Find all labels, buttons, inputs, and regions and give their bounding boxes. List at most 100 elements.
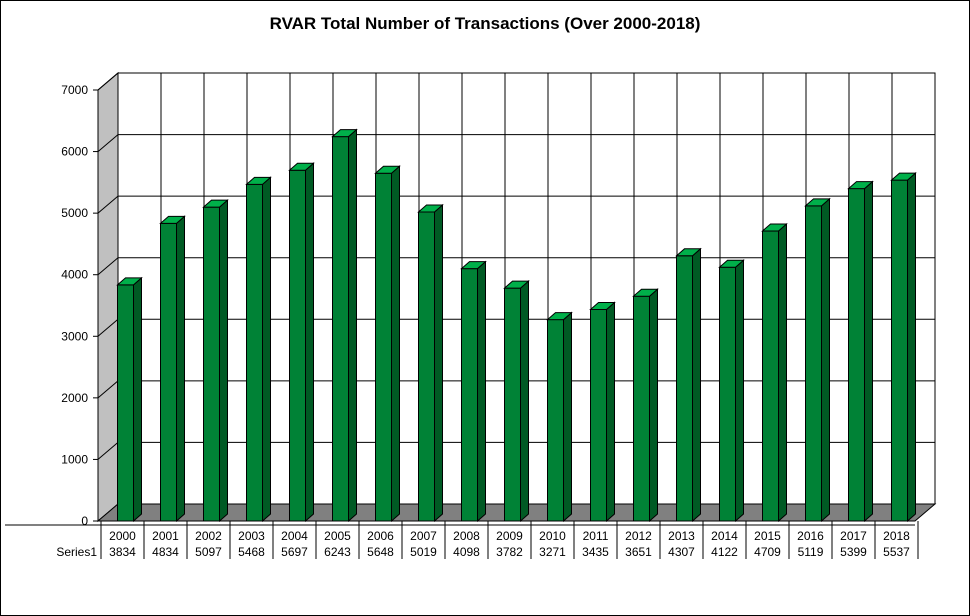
bar-top <box>675 248 702 257</box>
x-category-label: 2000 <box>109 529 136 543</box>
bar-side <box>477 260 486 523</box>
data-value-label: 5697 <box>281 545 308 559</box>
bar-front <box>805 205 822 522</box>
data-value-label: 5399 <box>840 545 867 559</box>
bar-top <box>460 261 487 270</box>
bar-front <box>418 211 435 522</box>
bar-front <box>848 188 865 522</box>
bar-front <box>504 287 521 522</box>
x-category-label: 2007 <box>410 529 437 543</box>
series-name-label: Series1 <box>56 545 97 559</box>
bar <box>202 199 229 523</box>
y-tick-label: 5000 <box>61 206 88 220</box>
bar-top <box>417 204 444 213</box>
x-category-label: 2005 <box>324 529 351 543</box>
data-value-label: 3271 <box>539 545 566 559</box>
bar-front <box>590 309 607 522</box>
bar <box>804 197 831 523</box>
bar-top <box>632 288 659 297</box>
bar-top <box>331 129 358 138</box>
bar-side <box>778 222 787 523</box>
y-tick-label: 1000 <box>61 452 88 466</box>
bar-side <box>735 259 744 523</box>
data-value-label: 4098 <box>453 545 480 559</box>
x-category-label: 2016 <box>797 529 824 543</box>
bar <box>460 260 487 523</box>
bar-top <box>761 223 788 232</box>
x-category-label: 2011 <box>583 529 609 543</box>
data-value-label: 5468 <box>238 545 265 559</box>
bar-front <box>203 206 220 522</box>
bar-top <box>718 259 745 268</box>
bar-front <box>246 183 263 522</box>
x-category-label: 2004 <box>281 529 308 543</box>
x-category-label: 2014 <box>711 529 738 543</box>
y-tick-label: 0 <box>81 514 88 528</box>
data-value-label: 3834 <box>109 545 136 559</box>
bar <box>417 203 444 523</box>
bar <box>589 301 616 523</box>
data-value-label: 3435 <box>582 545 609 559</box>
bar-top <box>804 198 831 207</box>
chart-title: RVAR Total Number of Transactions (Over … <box>269 14 701 33</box>
bar-front <box>633 295 650 522</box>
bar <box>847 180 874 523</box>
bar-front <box>762 230 779 522</box>
x-category-label: 2001 <box>152 529 179 543</box>
gridline-side <box>97 72 119 91</box>
bar-side <box>907 171 916 523</box>
bar-side <box>563 311 572 523</box>
bar-front <box>117 284 134 522</box>
bar-front <box>676 255 693 522</box>
x-category-label: 2009 <box>496 529 523 543</box>
x-category-label: 2006 <box>367 529 394 543</box>
bar-side <box>176 215 185 523</box>
bar-side <box>219 199 228 523</box>
y-tick-label: 6000 <box>61 145 88 159</box>
bar-top <box>288 162 315 171</box>
bar-side <box>649 288 658 523</box>
x-category-label: 2008 <box>453 529 480 543</box>
bar-side <box>606 301 615 523</box>
bar-side <box>305 162 314 523</box>
data-value-label: 4122 <box>711 545 738 559</box>
x-category-label: 2018 <box>883 529 910 543</box>
x-category-label: 2002 <box>195 529 222 543</box>
bar-side <box>391 165 400 523</box>
gridline-side <box>97 318 119 337</box>
y-tick-label: 7000 <box>61 83 88 97</box>
bar-top <box>116 277 143 286</box>
gridline-side <box>97 380 119 399</box>
bar-side <box>434 203 443 523</box>
bar-top <box>374 165 401 174</box>
data-value-label: 5537 <box>883 545 910 559</box>
bar <box>331 128 358 523</box>
bar <box>890 171 917 523</box>
bar-top <box>546 312 573 321</box>
data-value-label: 5019 <box>410 545 437 559</box>
bar-top <box>589 302 616 311</box>
bar <box>374 165 401 523</box>
bar-top <box>202 199 229 208</box>
bar-top <box>245 176 272 185</box>
data-value-label: 5097 <box>195 545 222 559</box>
y-tick-label: 3000 <box>61 329 88 343</box>
bar-side <box>520 280 529 523</box>
bar-top <box>503 280 530 289</box>
bar-top <box>890 172 917 181</box>
bar-front <box>289 169 306 522</box>
bar <box>718 259 745 523</box>
bar-top <box>847 181 874 190</box>
x-category-label: 2012 <box>625 529 652 543</box>
bar-side <box>821 197 830 523</box>
gridline-side <box>97 257 119 276</box>
data-value-label: 3651 <box>625 545 652 559</box>
bar-side <box>692 247 701 523</box>
bar <box>761 222 788 523</box>
bar <box>245 176 272 523</box>
bar <box>503 280 530 523</box>
data-value-label: 5648 <box>367 545 394 559</box>
bar <box>632 288 659 523</box>
bar-side <box>348 128 357 523</box>
